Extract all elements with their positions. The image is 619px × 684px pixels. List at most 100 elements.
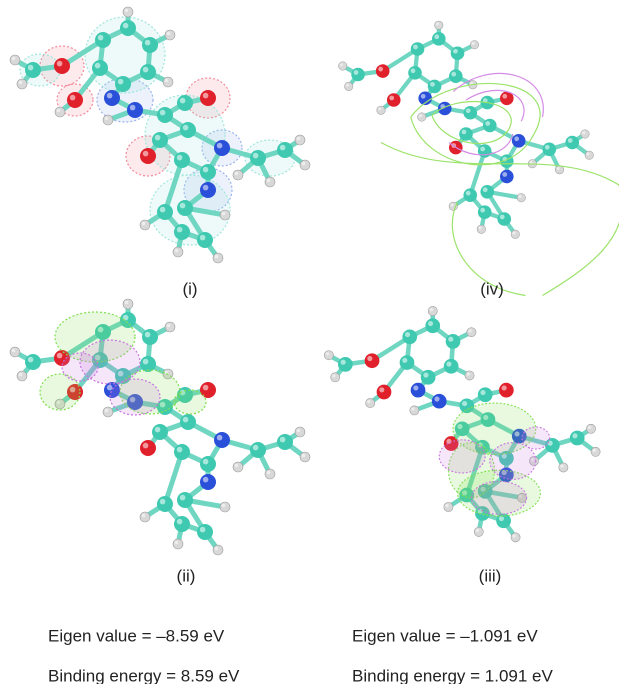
atom-highlight (411, 68, 416, 73)
atom (570, 431, 585, 446)
atom-highlight (341, 360, 346, 365)
atom-highlight (302, 454, 306, 458)
atom-highlight (514, 136, 519, 141)
orbital-mesh (471, 481, 526, 514)
atom (140, 512, 150, 522)
atom-highlight (297, 137, 301, 141)
atom (200, 182, 216, 198)
orbital-mesh (522, 427, 550, 449)
atom-highlight (480, 390, 485, 395)
atom-highlight (203, 185, 209, 191)
atom-highlight (155, 427, 161, 433)
atom-highlight (448, 337, 453, 342)
atom-highlight (389, 96, 394, 101)
binding-caption: Binding energy = 8.59 eV (48, 666, 240, 684)
atom-highlight (367, 400, 370, 403)
atom-highlight (430, 82, 435, 87)
atom-highlight (155, 135, 161, 141)
atom-highlight (180, 98, 186, 104)
atom-highlight (203, 459, 209, 465)
atom (10, 55, 20, 65)
atom-highlight (145, 40, 151, 46)
atom (213, 545, 223, 555)
atom-highlight (203, 167, 209, 173)
panel-label: (iv) (480, 279, 504, 298)
atom-highlight (222, 504, 226, 508)
atom (54, 58, 70, 74)
atom (277, 434, 293, 450)
atom (446, 334, 461, 349)
atom-highlight (480, 208, 485, 213)
atom-highlight (588, 426, 591, 429)
figure: (i) (iv) (ii) (iii) Eigen value = –8.59 … (0, 0, 619, 684)
atom-highlight (280, 145, 286, 151)
atom (351, 68, 365, 82)
atom-highlight (468, 329, 471, 332)
atom-highlight (476, 529, 479, 532)
atom (67, 92, 83, 108)
atom-highlight (413, 45, 418, 50)
atom-highlight (421, 94, 426, 99)
atom-highlight (177, 155, 183, 161)
atom (55, 107, 65, 117)
atom-highlight (180, 203, 186, 209)
atom-highlight (203, 385, 209, 391)
atom-highlight (253, 445, 259, 451)
atom (376, 64, 390, 78)
atom (517, 194, 526, 203)
atom-highlight (445, 504, 448, 507)
atom (163, 77, 173, 87)
atom (411, 383, 426, 398)
atom (585, 151, 594, 160)
atom (511, 533, 520, 542)
atom-highlight (105, 409, 109, 413)
atom-highlight (19, 81, 23, 85)
atom (565, 136, 579, 150)
atom-highlight (472, 42, 475, 45)
atom (200, 90, 216, 106)
atom (265, 177, 275, 187)
atom (410, 406, 419, 415)
atom-highlight (28, 357, 34, 363)
atom-highlight (143, 67, 149, 73)
atom-highlight (98, 35, 104, 41)
atom-highlight (297, 429, 301, 433)
atom (174, 516, 190, 532)
atom (142, 329, 158, 345)
panel-label: (ii) (177, 566, 196, 585)
atom (418, 113, 427, 122)
atom (140, 148, 156, 164)
atom (591, 447, 600, 456)
atom (463, 188, 477, 202)
atom-highlight (479, 226, 482, 229)
atom-highlight (175, 249, 179, 253)
atom-highlight (222, 212, 226, 216)
atom-highlight (462, 401, 467, 406)
atom (214, 432, 230, 448)
atom-highlight (485, 121, 490, 126)
atom (400, 355, 415, 370)
atom (387, 93, 401, 107)
atom (220, 210, 230, 220)
atom-highlight (235, 172, 239, 176)
atom (402, 329, 417, 344)
page: (i) (iv) (ii) (iii) Eigen value = –8.59 … (0, 0, 619, 684)
atom (377, 385, 392, 400)
atom-highlight (215, 255, 219, 259)
atom (470, 41, 479, 50)
atom (173, 247, 183, 257)
atom-highlight (402, 358, 407, 363)
atom (140, 220, 150, 230)
atom (265, 469, 275, 479)
atom-highlight (413, 385, 418, 390)
atom-highlight (145, 332, 151, 338)
eigen-caption: Eigen value = –1.091 eV (352, 626, 538, 645)
panel-label: (i) (182, 279, 197, 298)
atom-highlight (502, 385, 507, 390)
eigen-caption: Eigen value = –8.59 eV (48, 626, 225, 645)
atom (377, 106, 386, 115)
atom (581, 130, 590, 139)
atom-highlight (142, 222, 146, 226)
atom-highlight (340, 63, 343, 66)
atom (295, 427, 305, 437)
